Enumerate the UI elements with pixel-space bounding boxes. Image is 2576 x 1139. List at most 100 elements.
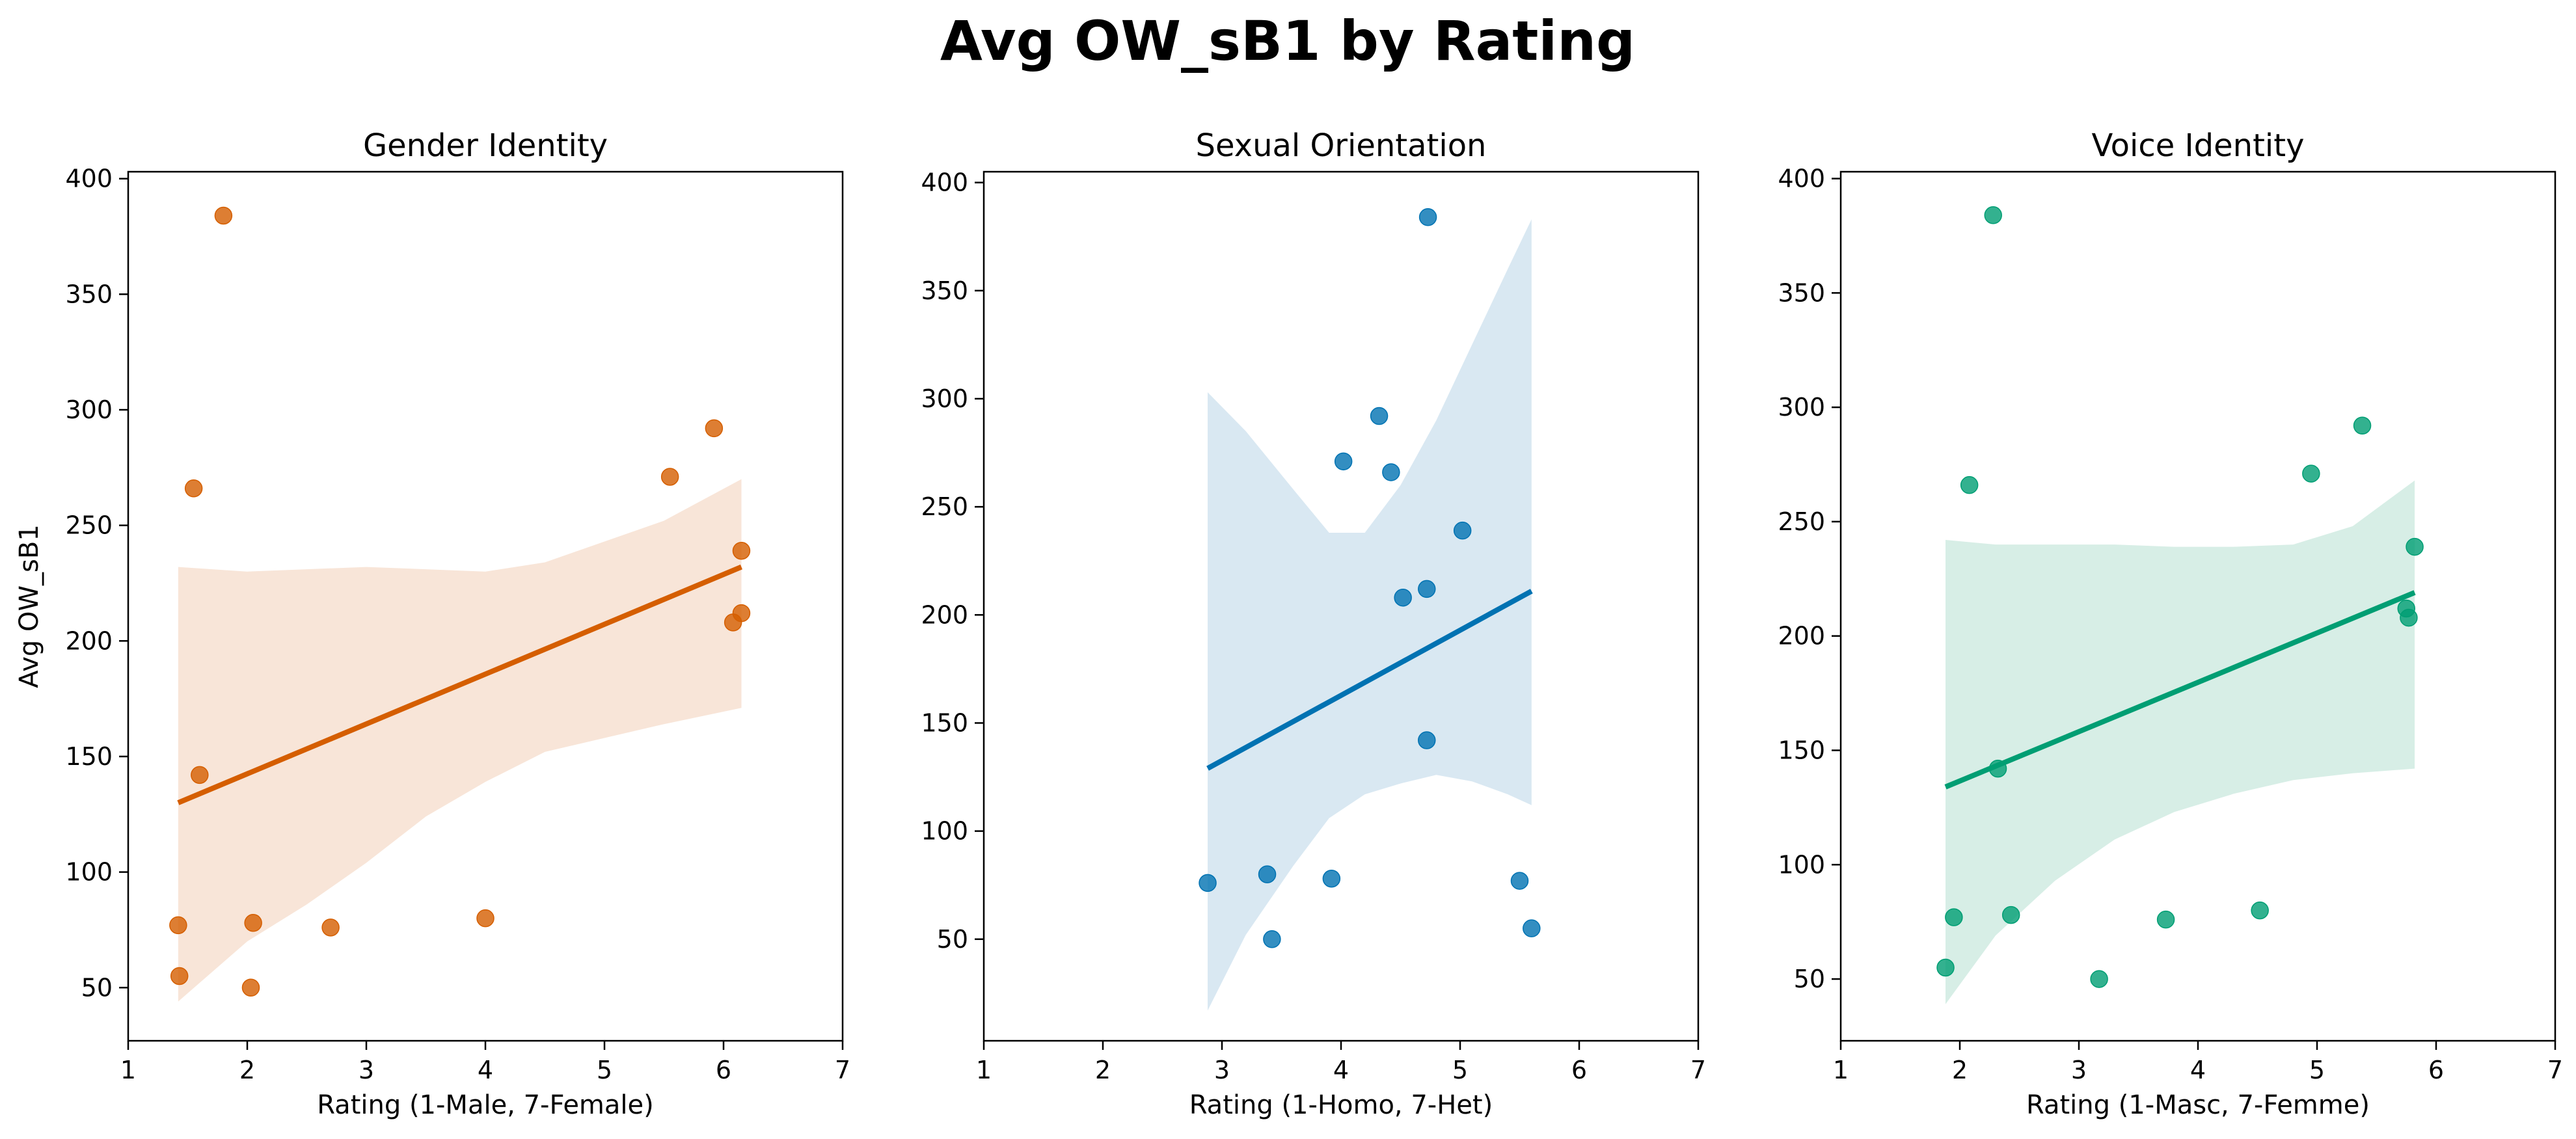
- regression-line: [1944, 590, 2416, 790]
- x-axis-label: Rating (1-Homo, 7-Het): [1189, 1090, 1493, 1120]
- data-point: [705, 419, 724, 438]
- data-point: [214, 206, 233, 225]
- x-tick-label: 3: [1214, 1056, 1230, 1084]
- data-point: [1382, 463, 1400, 481]
- y-tick-label: 200: [1778, 622, 1825, 650]
- data-point: [1322, 869, 1341, 888]
- subplot-title: Gender Identity: [363, 127, 608, 164]
- y-tick-label: 250: [1778, 507, 1825, 536]
- y-axis-label: Avg OW_sB1: [14, 524, 44, 688]
- data-point: [1258, 865, 1277, 883]
- x-tick-label: 6: [2428, 1056, 2444, 1084]
- y-tick-label: 400: [1778, 165, 1825, 193]
- x-tick-label: 4: [1333, 1056, 1349, 1084]
- x-tick-label: 7: [2547, 1056, 2563, 1084]
- data-point: [1370, 407, 1389, 425]
- y-tick-label: 200: [65, 626, 113, 655]
- data-point: [1523, 919, 1541, 937]
- data-point: [1984, 206, 2002, 224]
- y-tick-label: 200: [921, 600, 968, 629]
- data-point: [2400, 608, 2418, 627]
- data-point: [1418, 580, 1436, 598]
- x-tick-label: 6: [716, 1056, 731, 1084]
- x-tick-label: 1: [120, 1056, 136, 1084]
- confidence-band: [1946, 480, 2415, 1004]
- y-tick-label: 400: [921, 168, 968, 197]
- subplot-title: Sexual Orientation: [1196, 127, 1487, 164]
- y-tick-label: 350: [921, 276, 968, 305]
- figure-title: Avg OW_sB1 by Rating: [940, 9, 1635, 73]
- data-point: [1334, 452, 1353, 471]
- x-axis-label: Rating (1-Masc, 7-Femme): [2026, 1090, 2370, 1120]
- data-point: [2302, 464, 2320, 483]
- data-point: [2353, 416, 2372, 435]
- x-tick-label: 7: [1690, 1056, 1706, 1084]
- data-point: [2251, 901, 2269, 920]
- data-point: [1394, 588, 1412, 607]
- data-point: [476, 909, 495, 928]
- data-point: [2406, 537, 2424, 556]
- data-point: [169, 916, 187, 935]
- y-tick-label: 150: [65, 742, 113, 771]
- data-point: [1960, 476, 1979, 494]
- data-point: [2156, 910, 2175, 929]
- x-tick-label: 1: [1833, 1056, 1849, 1084]
- x-tick-label: 4: [478, 1056, 493, 1084]
- y-tick-label: 300: [921, 384, 968, 413]
- data-point: [732, 541, 751, 560]
- x-tick-label: 3: [2071, 1056, 2087, 1084]
- x-tick-label: 5: [2309, 1056, 2325, 1084]
- x-tick-label: 7: [835, 1056, 850, 1084]
- x-tick-label: 5: [1452, 1056, 1468, 1084]
- y-tick-label: 100: [65, 858, 113, 887]
- data-point: [724, 613, 742, 632]
- y-tick-label: 50: [1794, 965, 1825, 993]
- data-point: [1936, 958, 1955, 977]
- y-tick-label: 50: [81, 973, 113, 1002]
- data-point: [321, 918, 340, 937]
- subplot-1: 1 2 3 4 5 6 7 50 100 150 200 250 300 350 400 Gender Ide…: [14, 127, 850, 1120]
- x-axis-label: Rating (1-Male, 7-Female): [317, 1090, 653, 1120]
- y-tick-label: 300: [65, 395, 113, 424]
- data-point: [184, 479, 203, 498]
- x-tick-label: 2: [1095, 1056, 1111, 1084]
- y-tick-label: 100: [1778, 850, 1825, 879]
- x-tick-label: 6: [1571, 1056, 1587, 1084]
- data-point: [2090, 970, 2108, 988]
- subplot-2: 1 2 3 4 5 6 7 50 100 150 200 250 300 350 400 Sexual Ori…: [921, 127, 1706, 1120]
- y-tick-label: 100: [921, 817, 968, 846]
- confidence-band: [1208, 219, 1532, 1011]
- confidence-band: [178, 479, 742, 1002]
- y-tick-label: 250: [65, 511, 113, 540]
- x-tick-label: 1: [976, 1056, 992, 1084]
- x-tick-label: 2: [1952, 1056, 1968, 1084]
- subplot-title: Voice Identity: [2092, 127, 2305, 164]
- data-point: [191, 766, 209, 784]
- y-tick-label: 350: [65, 280, 113, 308]
- y-tick-label: 50: [937, 925, 968, 954]
- data-point: [1988, 759, 2007, 778]
- y-tick-label: 150: [1778, 736, 1825, 764]
- y-tick-label: 400: [65, 165, 113, 193]
- subplot-3: 1 2 3 4 5 6 7 50 100 150 200 250 300 350 400 Voice Iden…: [1778, 127, 2563, 1120]
- regression-line: [1206, 589, 1533, 771]
- data-point: [244, 914, 262, 932]
- x-tick-label: 4: [2190, 1056, 2206, 1084]
- regression-line: [177, 564, 742, 805]
- data-point: [1453, 521, 1472, 540]
- data-point: [660, 468, 679, 486]
- data-point: [1418, 208, 1437, 226]
- data-point: [1199, 874, 1217, 892]
- x-tick-label: 3: [359, 1056, 374, 1084]
- data-point: [1510, 872, 1529, 890]
- data-point: [2001, 905, 2020, 924]
- y-tick-label: 350: [1778, 278, 1825, 307]
- x-tick-label: 5: [597, 1056, 612, 1084]
- data-point: [170, 967, 189, 985]
- y-tick-label: 250: [921, 492, 968, 521]
- data-point: [1945, 908, 1963, 926]
- y-tick-label: 300: [1778, 393, 1825, 422]
- x-tick-label: 2: [239, 1056, 255, 1084]
